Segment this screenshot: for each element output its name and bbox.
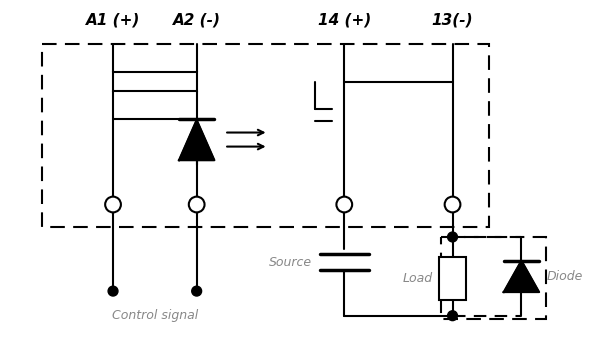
- Circle shape: [445, 197, 460, 212]
- Text: Diode: Diode: [547, 270, 583, 283]
- Bar: [439, 257, 466, 300]
- Text: Load: Load: [403, 272, 433, 285]
- Polygon shape: [179, 120, 214, 160]
- Bar: [42, 44, 489, 227]
- Circle shape: [448, 311, 457, 321]
- Text: 14 (+): 14 (+): [317, 13, 371, 28]
- Circle shape: [189, 197, 205, 212]
- Bar: [113, 72, 197, 91]
- Polygon shape: [503, 261, 539, 292]
- Text: A2 (-): A2 (-): [173, 13, 221, 28]
- Text: Control signal: Control signal: [112, 309, 198, 322]
- Circle shape: [108, 286, 118, 296]
- Circle shape: [337, 197, 352, 212]
- Text: 13(-): 13(-): [432, 13, 473, 28]
- Circle shape: [448, 232, 457, 242]
- Bar: [441, 237, 546, 319]
- Circle shape: [192, 286, 202, 296]
- Circle shape: [105, 197, 121, 212]
- Text: Source: Source: [269, 255, 312, 269]
- Text: A1 (+): A1 (+): [86, 13, 140, 28]
